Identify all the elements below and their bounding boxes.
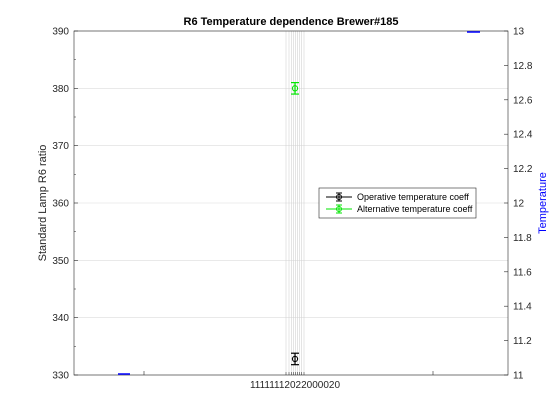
y2-tick-label: 11 [513, 371, 524, 382]
legend-swatch-operative [326, 192, 352, 202]
y-tick-label: 380 [52, 84, 69, 95]
legend-swatch-alternative [326, 204, 352, 214]
legend-box [318, 187, 477, 219]
y2-tick-label: 12.6 [513, 95, 533, 106]
y2-tick-label: 11.6 [513, 267, 532, 278]
legend-label-operative: Operative temperature coeff [357, 192, 469, 202]
x-tick-label-cluster: 11111112022000020 [250, 380, 341, 391]
y2-axis-label: Temperature [537, 172, 549, 234]
chart-title: R6 Temperature dependence Brewer#185 [184, 16, 399, 28]
y-axis-label: Standard Lamp R6 ratio [37, 145, 49, 262]
y2-tick-label: 11.8 [513, 233, 532, 244]
y-tick-label: 360 [52, 199, 69, 210]
y-tick-label: 330 [52, 371, 69, 382]
left-y-axis: 330 340 350 360 370 380 390 [52, 27, 78, 382]
right-y-axis: 11 11.2 11.4 11.6 11.8 12 12.2 12.4 12.6 12.8 13 [504, 27, 533, 382]
y2-tick-label: 12.8 [513, 61, 533, 72]
y2-tick-label: 12.2 [513, 164, 533, 175]
y-tick-label: 350 [52, 256, 69, 267]
legend-label-alternative: Alternative temperature coeff [357, 204, 473, 214]
data-marks [118, 31, 480, 375]
y-tick-label: 390 [52, 27, 69, 38]
y2-tick-label: 13 [513, 27, 525, 38]
y2-tick-label: 12 [513, 199, 525, 210]
operative-point [291, 355, 299, 363]
legend: Operative temperature coeff Alternative … [318, 187, 477, 219]
alternative-point [291, 85, 299, 92]
y-tick-label: 340 [52, 313, 69, 324]
y2-tick-label: 12.4 [513, 130, 533, 141]
y2-tick-label: 11.4 [513, 302, 532, 313]
operative-swatch-marker [336, 194, 342, 200]
y2-tick-label: 11.2 [513, 336, 532, 347]
y-tick-label: 370 [52, 141, 69, 152]
alternative-swatch-marker [336, 206, 342, 212]
